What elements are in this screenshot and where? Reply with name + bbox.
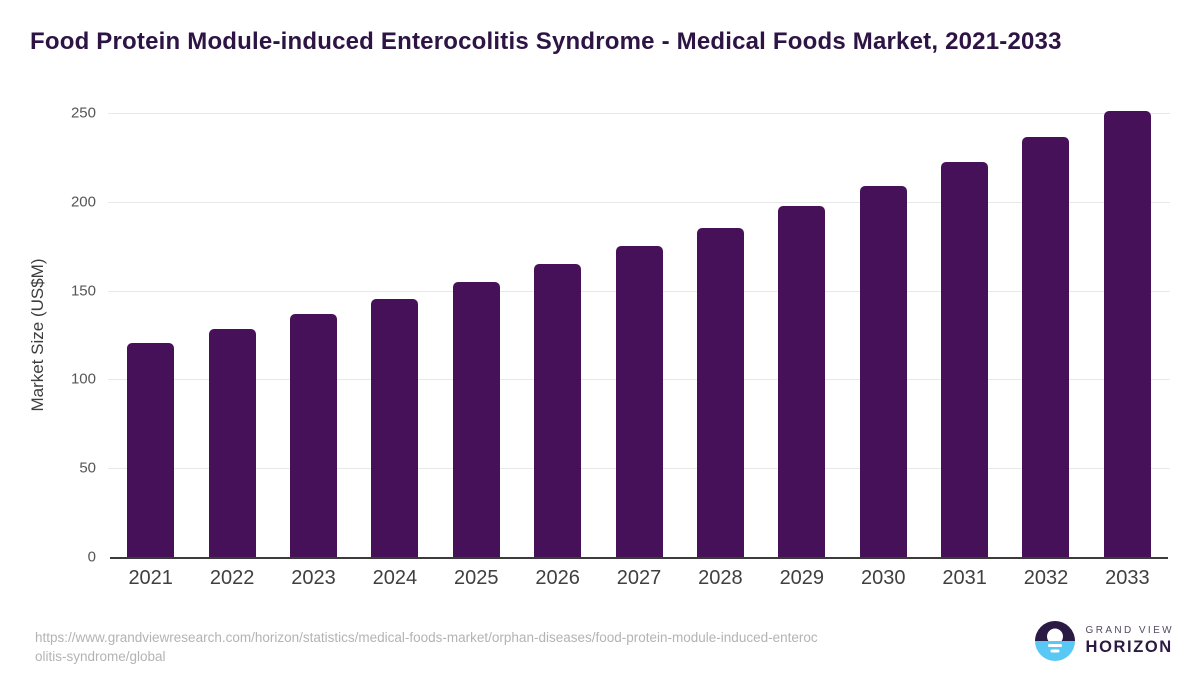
source-url-line-1: https://www.grandviewresearch.com/horizo…: [35, 630, 818, 645]
bar-column-2024: [354, 113, 435, 557]
x-tick-2024: 2024: [372, 567, 418, 589]
grand-view-horizon-logo-icon: [1034, 621, 1075, 661]
logo-brand-bottom: HORIZON: [1085, 638, 1173, 656]
logo-brand-top: GRAND VIEW: [1085, 625, 1174, 636]
bar-column-2033: [1087, 111, 1168, 557]
x-tick-2030: 2030: [860, 567, 906, 589]
x-tick-2027: 2027: [616, 567, 662, 589]
y-tick-200: 200: [70, 193, 96, 211]
x-tick-2031: 2031: [942, 567, 987, 589]
bar-column-2026: [517, 113, 598, 557]
logo-wordmark: GRAND VIEW HORIZON: [1086, 625, 1174, 657]
bar-2021[interactable]: [127, 343, 175, 557]
bar-2033[interactable]: [1103, 111, 1151, 557]
bar-2030[interactable]: [859, 185, 907, 557]
bar-2024[interactable]: [371, 298, 419, 557]
bar-2026[interactable]: [534, 263, 582, 557]
chart-title: Food Protein Module-induced Enterocoliti…: [30, 28, 1062, 55]
bar-column-2031: [924, 113, 1005, 557]
x-tick-2033: 2033: [1105, 567, 1150, 589]
y-tick-250: 250: [70, 104, 96, 122]
y-tick-50: 50: [79, 459, 96, 477]
bar-2023[interactable]: [289, 313, 337, 557]
x-axis-tick-labels: 2021 2022 2023 2024 2025 2026 2027 2028 2029 2030…: [110, 567, 1168, 590]
x-tick-2022: 2022: [209, 567, 255, 589]
bar-column-2022: [191, 113, 272, 557]
gridline-200: [108, 201, 1170, 203]
brand-logo: GRAND VIEW HORIZON: [1033, 619, 1174, 663]
x-tick-2026: 2026: [535, 567, 580, 589]
y-tick-150: 150: [70, 282, 96, 300]
x-tick-2029: 2029: [779, 567, 825, 589]
source-url: https://www.grandviewresearch.com/horizo…: [35, 628, 975, 666]
bar-column-2023: [273, 113, 354, 557]
plot-area: [108, 111, 1170, 559]
bar-2027[interactable]: [615, 246, 663, 557]
bar-column-2021: [110, 113, 191, 557]
x-tick-2021: 2021: [128, 567, 173, 589]
y-axis-tick-labels: 0 50 100 150 200 250: [0, 105, 96, 566]
gridline-250: [108, 113, 1170, 114]
x-tick-2028: 2028: [698, 567, 743, 589]
bar-column-2028: [680, 113, 761, 557]
bar-2028[interactable]: [696, 227, 744, 557]
x-tick-2025: 2025: [454, 567, 499, 589]
y-tick-100: 100: [70, 370, 96, 388]
bar-column-2025: [436, 113, 517, 557]
bar-column-2027: [598, 113, 679, 557]
bar-2029[interactable]: [778, 206, 826, 557]
bar-column-2029: [761, 113, 842, 557]
bar-column-2030: [843, 113, 924, 557]
y-tick-0: 0: [87, 548, 96, 566]
bar-column-2032: [1005, 113, 1086, 557]
source-url-line-2: olitis-syndrome/global: [35, 649, 166, 664]
bar-2031[interactable]: [941, 161, 989, 557]
bar-2022[interactable]: [208, 328, 256, 557]
bar-2025[interactable]: [452, 281, 500, 557]
x-tick-2032: 2032: [1023, 567, 1069, 589]
bar-series: [110, 111, 1168, 557]
bar-2032[interactable]: [1022, 136, 1070, 557]
x-tick-2023: 2023: [291, 567, 336, 589]
